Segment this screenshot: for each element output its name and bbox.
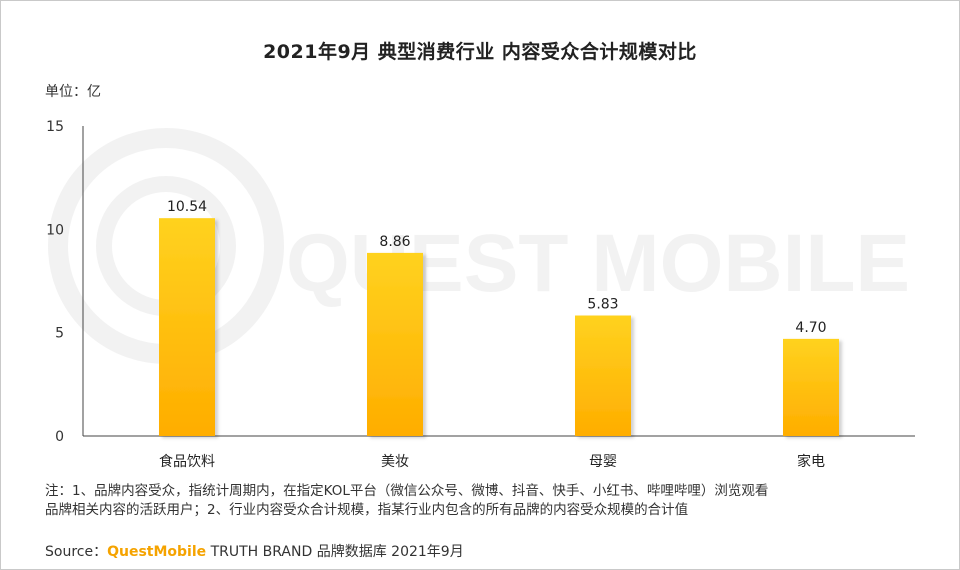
y-tick-label: 15 <box>46 119 64 135</box>
bar-2 <box>575 315 631 436</box>
bar-1 <box>367 252 423 436</box>
bar-value-label: 4.70 <box>795 320 826 336</box>
y-tick-label: 10 <box>46 222 64 238</box>
footnote-line-2: 品牌相关内容的活跃用户；2、行业内容受众合计规模，指某行业内包含的所有品牌的内容… <box>45 502 689 518</box>
bar-value-label: 8.86 <box>379 234 410 250</box>
footnote: 注：1、品牌内容受众，指统计周期内，在指定KOL平台（微信公众号、微博、抖音、快… <box>45 482 925 520</box>
source-line: Source：QuestMobile TRUTH BRAND 品牌数据库 202… <box>45 541 464 561</box>
x-category-label: 母婴 <box>589 454 617 470</box>
y-tick-label: 5 <box>55 326 64 342</box>
footnote-line-1: 注：1、品牌内容受众，指统计周期内，在指定KOL平台（微信公众号、微博、抖音、快… <box>45 483 769 499</box>
bar-value-label: 10.54 <box>167 199 207 215</box>
x-category-label: 美妆 <box>381 454 409 470</box>
bar-3 <box>783 338 839 436</box>
bar-0 <box>159 218 215 436</box>
chart-labels: 10.54 食品饮料 8.86 美妆 5.83 母婴 4.70 家电 <box>159 199 827 470</box>
chart-bars <box>159 218 839 436</box>
bar-value-label: 5.83 <box>587 297 618 313</box>
chart-title: 2021年9月 典型消费行业 内容受众合计规模对比 <box>263 41 697 63</box>
y-tick-label: 0 <box>55 429 64 445</box>
unit-label: 单位：亿 <box>45 84 101 100</box>
source-brand: QuestMobile <box>107 544 207 560</box>
chart-axes: 0 5 10 15 <box>46 119 915 445</box>
x-category-label: 食品饮料 <box>159 453 215 470</box>
source-rest: TRUTH BRAND 品牌数据库 2021年9月 <box>206 544 464 560</box>
source-prefix: Source： <box>45 544 108 560</box>
x-category-label: 家电 <box>797 453 825 470</box>
